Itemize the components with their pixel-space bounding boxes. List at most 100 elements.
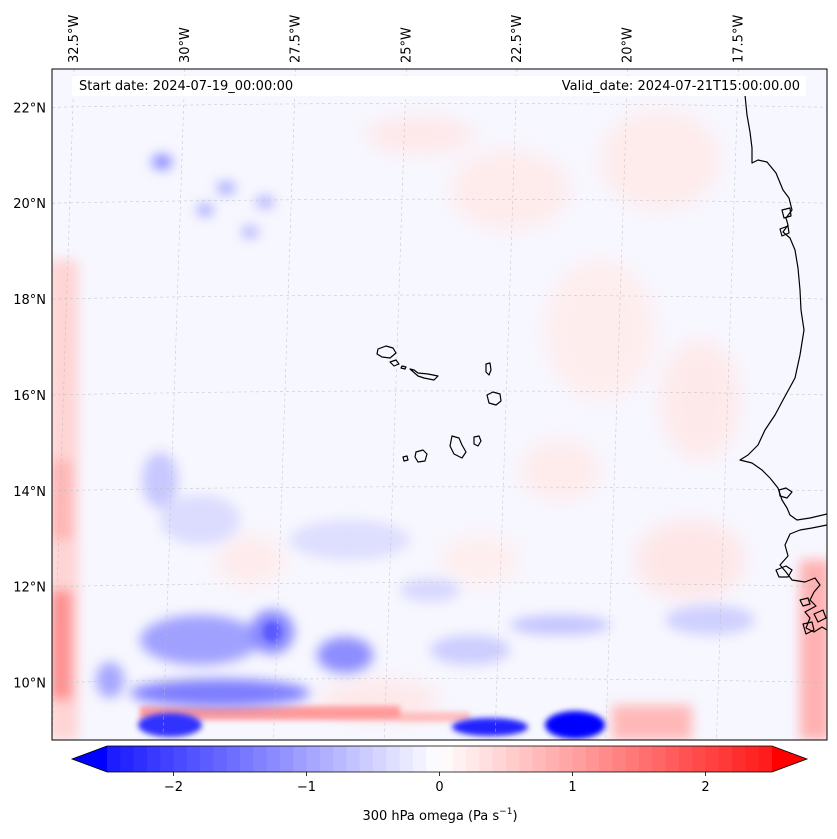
longitude-tick-label: 25°W	[399, 27, 414, 63]
colorbar-segment	[426, 746, 441, 772]
colorbar-segment	[133, 746, 148, 772]
negative-area	[665, 605, 755, 635]
positive-area	[440, 535, 520, 585]
omega-field	[52, 110, 827, 740]
island-santiago	[449, 435, 467, 459]
colorbar-tick-label: 1	[568, 780, 576, 795]
colorbar-segment	[732, 746, 746, 772]
colorbar-segment	[612, 746, 627, 772]
island-santa-luzia	[400, 365, 407, 370]
island-boa-vista	[486, 391, 502, 406]
colorbar-segment	[120, 746, 135, 772]
colorbar-segment	[293, 746, 308, 772]
negative-area	[197, 204, 213, 216]
africa-coastline-detail	[778, 487, 793, 499]
colorbar-segment	[452, 746, 467, 772]
edge-band	[52, 590, 72, 700]
colorbar-label: 300 hPa omega (Pa s−1)	[362, 807, 517, 824]
colorbar-segment	[146, 746, 161, 772]
meridian-gridline	[716, 69, 739, 740]
island-fogo	[414, 449, 428, 463]
longitude-tick-label: 20°W	[621, 27, 636, 63]
longitude-tick-label: 32.5°W	[67, 15, 82, 63]
colorbar-segment	[545, 746, 560, 772]
longitude-tick-labels: 32.5°W 30°W 27.5°W 25°W 22.5°W 20°W 17.5°W	[67, 15, 746, 63]
longitude-tick-label: 17.5°W	[731, 15, 746, 63]
colorbar-segment	[466, 746, 480, 772]
latitude-tick-label: 20°N	[13, 197, 46, 212]
colorbar-segment	[333, 746, 347, 772]
negative-core	[545, 711, 605, 739]
colorbar-outline	[70, 745, 809, 773]
colorbar-segment	[532, 746, 547, 772]
colorbar-segment	[306, 746, 321, 772]
map-gridlines	[52, 69, 827, 740]
positive-area	[635, 520, 745, 600]
negative-omega-areas	[96, 155, 755, 707]
colorbar-segment	[240, 746, 254, 772]
colorbar-segment	[412, 746, 427, 772]
colorbar-segment	[359, 746, 374, 772]
island-brava	[402, 455, 409, 462]
negative-area	[142, 452, 178, 508]
parallel-gridline	[52, 582, 827, 587]
parallel-gridline	[52, 678, 827, 683]
edge-band	[800, 560, 827, 740]
right-edge-positive-band	[612, 560, 827, 740]
africa-coastline-detail	[781, 207, 792, 219]
island-sao-vicente	[389, 359, 400, 367]
colorbar-segment	[386, 746, 401, 772]
start-date-label: Start date: 2024-07-19_00:00:00	[79, 79, 293, 94]
colorbar-segment	[226, 746, 241, 772]
colorbar-segment	[492, 746, 507, 772]
positive-area	[215, 535, 285, 585]
left-edge-positive-band	[52, 260, 78, 740]
parallel-gridline	[52, 103, 827, 108]
negative-area	[217, 182, 235, 194]
map-frame	[51, 68, 828, 741]
colorbar-tick-label: −1	[297, 780, 316, 795]
colorbar-segment	[399, 746, 414, 772]
positive-area	[600, 110, 720, 210]
negative-area	[256, 196, 274, 208]
colorbar-segment	[346, 746, 361, 772]
colorbar-segment	[479, 746, 494, 772]
meridian-gridline	[273, 69, 296, 740]
island-maio	[473, 435, 482, 447]
negative-area	[317, 637, 373, 673]
strong-negative-cores	[138, 622, 605, 739]
colorbar-segment	[585, 746, 600, 772]
longitude-tick-label: 27.5°W	[289, 15, 304, 63]
colorbar-segment	[373, 746, 387, 772]
latitude-tick-label: 18°N	[13, 293, 46, 308]
colorbar-segment	[160, 746, 175, 772]
latitude-tick-label: 12°N	[13, 581, 46, 596]
streak	[140, 706, 400, 720]
colorbar-segment	[519, 746, 534, 772]
latitude-tick-labels: 22°N 20°N 18°N 16°N 14°N 12°N 10°N	[13, 101, 46, 691]
colorbar: −2 −1 0 1 2 300 hPa omega (Pa s−1)	[70, 745, 809, 824]
latitude-tick-label: 22°N	[13, 101, 46, 116]
colorbar-segment	[506, 746, 520, 772]
negative-core	[138, 713, 202, 737]
colorbar-segment	[692, 746, 707, 772]
negative-area	[430, 635, 510, 665]
negative-area	[152, 155, 172, 169]
africa-coastline	[739, 94, 827, 521]
latitude-tick-label: 14°N	[13, 485, 46, 500]
colorbar-segment	[718, 746, 733, 772]
colorbar-segment	[173, 746, 188, 772]
latitude-tick-label: 16°N	[13, 389, 46, 404]
africa-coastline-south	[779, 524, 827, 633]
meridian-gridline	[383, 69, 407, 740]
colorbar-tick-label: −2	[164, 780, 183, 795]
africa-coastline-detail	[813, 609, 827, 623]
africa-coastline-detail	[802, 621, 815, 635]
colorbar-segment	[200, 746, 214, 772]
island-santo-antao	[376, 345, 397, 359]
valid-date-label: Valid_date: 2024-07-21T15:00:00.00	[562, 79, 800, 94]
negative-area	[400, 578, 460, 602]
colorbar-segment	[599, 746, 613, 772]
positive-area	[660, 340, 740, 460]
